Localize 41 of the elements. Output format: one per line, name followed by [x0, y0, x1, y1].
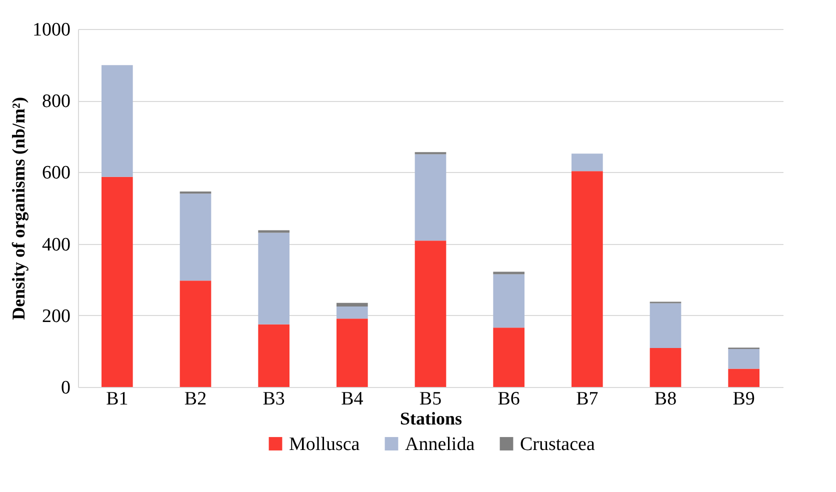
bar — [180, 280, 212, 387]
bar — [572, 154, 603, 172]
bar — [336, 306, 368, 319]
bar — [493, 328, 524, 387]
x-tick-label: B1 — [106, 388, 128, 410]
bar — [650, 348, 682, 387]
bar — [258, 230, 290, 233]
bar — [258, 324, 290, 387]
bar — [493, 272, 524, 274]
bar — [180, 194, 212, 281]
x-tick-label: B8 — [654, 388, 677, 410]
y-tick-label: 800 — [42, 91, 70, 112]
bar — [258, 232, 290, 324]
x-tick-label: B7 — [576, 388, 598, 410]
bar — [102, 65, 133, 177]
bar — [336, 318, 368, 387]
y-tick-label: 1000 — [32, 20, 70, 40]
legend-label: Mollusca — [289, 434, 360, 455]
y-axis-title: Density of organisms (nb/m²) — [8, 97, 28, 320]
bar — [414, 240, 446, 387]
bar — [102, 176, 133, 387]
legend-label: Crustacea — [520, 434, 596, 455]
y-tick-label: 200 — [42, 306, 70, 327]
y-tick-label: 400 — [42, 234, 70, 256]
legend-label: Annelida — [405, 434, 476, 455]
y-tick-label: 0 — [61, 378, 70, 398]
bar — [728, 368, 760, 387]
x-tick-label: B5 — [419, 388, 442, 410]
x-tick-label: B4 — [341, 388, 364, 410]
x-tick-label: B2 — [184, 388, 207, 410]
x-axis-title: Stations — [400, 408, 462, 428]
x-tick-label: B6 — [498, 388, 520, 410]
x-tick-label: B3 — [262, 388, 285, 410]
bar — [414, 154, 446, 241]
x-tick-label: B9 — [732, 388, 755, 410]
y-tick-label: 600 — [42, 162, 70, 184]
bar — [572, 171, 603, 387]
bar — [336, 302, 368, 306]
bar — [493, 274, 524, 328]
bar — [728, 349, 760, 369]
bar — [650, 303, 682, 348]
